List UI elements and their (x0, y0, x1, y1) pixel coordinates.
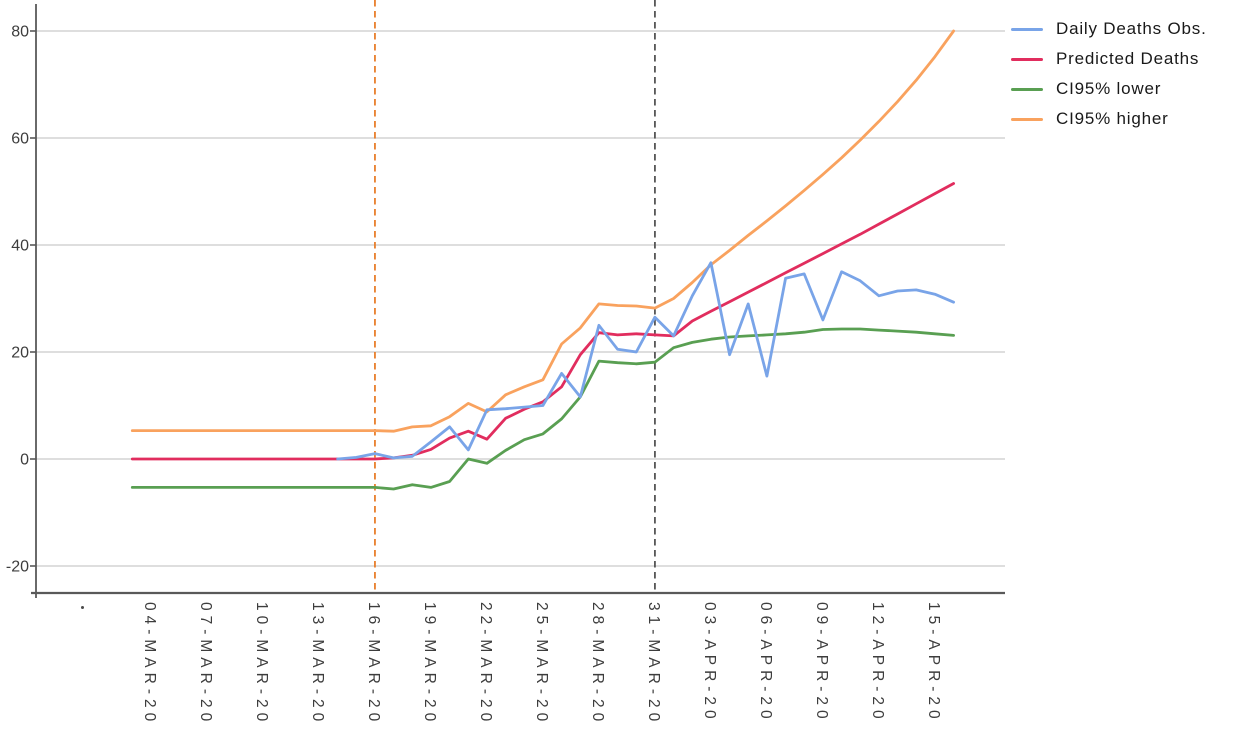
series-line-ci95-lower (130, 327, 955, 491)
series-line-ci95-higher (130, 29, 955, 433)
chart-legend: Daily Deaths Obs. Predicted Deaths CI95%… (1011, 14, 1207, 134)
legend-label-daily-deaths-obs: Daily Deaths Obs. (1056, 19, 1207, 38)
series-line-predicted-deaths (130, 182, 955, 461)
legend-item-daily-deaths-obs: Daily Deaths Obs. (1011, 14, 1207, 44)
legend-label-ci95-higher: CI95% higher (1056, 109, 1169, 128)
legend-label-predicted-deaths: Predicted Deaths (1056, 49, 1200, 68)
legend-swatch-daily-deaths-obs-icon (1011, 27, 1043, 31)
x-axis-label-12-APR-20: 12-APR-20 (869, 602, 886, 724)
x-axis-label-06-APR-20: 06-APR-20 (757, 602, 774, 724)
legend-swatch-ci95-lower-icon (1011, 87, 1043, 91)
legend-item-ci95-higher: CI95% higher (1011, 104, 1207, 134)
legend-swatch-predicted-deaths-icon (1011, 57, 1043, 61)
x-axis-label-07-MAR-20: 07-MAR-20 (197, 602, 214, 726)
x-axis-label-25-MAR-20: 25-MAR-20 (533, 602, 550, 726)
x-axis-label-09-APR-20: 09-APR-20 (813, 602, 830, 724)
y-axis-label-20: 20 (11, 345, 29, 362)
legend-swatch-ci95-higher-icon (1011, 117, 1043, 121)
y-axis-label-40: 40 (11, 238, 29, 255)
x-axis-label-19-MAR-20: 19-MAR-20 (421, 602, 438, 726)
series-line-daily-deaths-obs- (336, 261, 955, 461)
y-axis-label--20: -20 (6, 559, 29, 576)
x-axis-label-16-MAR-20: 16-MAR-20 (365, 602, 382, 726)
x-axis-label-04-MAR-20: 04-MAR-20 (141, 602, 158, 726)
x-axis-label-28-MAR-20: 28-MAR-20 (589, 602, 606, 726)
x-axis-label-22-MAR-20: 22-MAR-20 (477, 602, 494, 726)
x-axis-label-31-MAR-20: 31-MAR-20 (645, 602, 662, 726)
y-axis-label-80: 80 (11, 24, 29, 41)
y-axis-label-60: 60 (11, 131, 29, 148)
stray-dot (81, 606, 84, 609)
legend-label-ci95-lower: CI95% lower (1056, 79, 1162, 98)
legend-item-predicted-deaths: Predicted Deaths (1011, 44, 1207, 74)
x-axis-label-15-APR-20: 15-APR-20 (925, 602, 942, 724)
x-axis-label-13-MAR-20: 13-MAR-20 (309, 602, 326, 726)
x-axis-label-10-MAR-20: 10-MAR-20 (253, 602, 270, 726)
x-axis-label-03-APR-20: 03-APR-20 (701, 602, 718, 724)
legend-item-ci95-lower: CI95% lower (1011, 74, 1207, 104)
y-axis-label-0: 0 (20, 452, 29, 469)
